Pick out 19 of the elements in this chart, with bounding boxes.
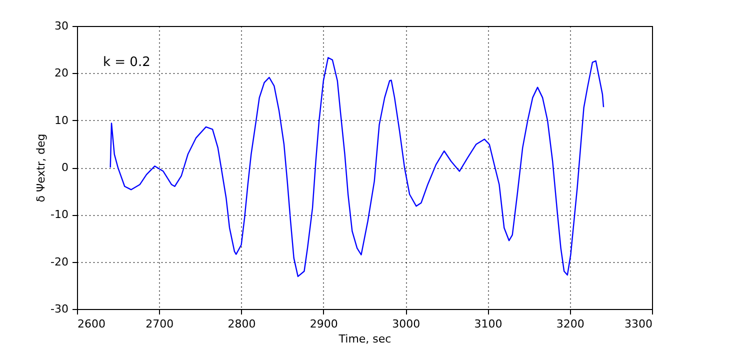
- line-series: [110, 57, 604, 278]
- y-axis-title: δ Ψextr, deg: [34, 134, 48, 202]
- x-tick-label: 2900: [310, 318, 338, 330]
- x-tick-label: 3000: [392, 318, 420, 330]
- annotation: k = 0.2: [103, 55, 150, 70]
- y-tick-label: 10: [54, 114, 68, 127]
- x-tick-label: 2700: [146, 318, 174, 330]
- x-tick-label: 3200: [556, 318, 584, 330]
- y-tick-label: -30: [50, 302, 68, 316]
- y-tick-label: 0: [62, 161, 68, 174]
- x-tick-label: 2600: [78, 318, 106, 330]
- y-tick-label: -20: [50, 255, 68, 268]
- y-tick-label: -10: [50, 208, 68, 222]
- x-tick-label: 2800: [228, 318, 256, 330]
- y-tick-label: 20: [54, 66, 68, 80]
- x-tick-label: 3100: [474, 318, 502, 330]
- x-axis-title: Time, sec: [338, 332, 392, 345]
- x-tick-label: 3300: [624, 318, 652, 330]
- y-tick-label: 30: [54, 20, 68, 32]
